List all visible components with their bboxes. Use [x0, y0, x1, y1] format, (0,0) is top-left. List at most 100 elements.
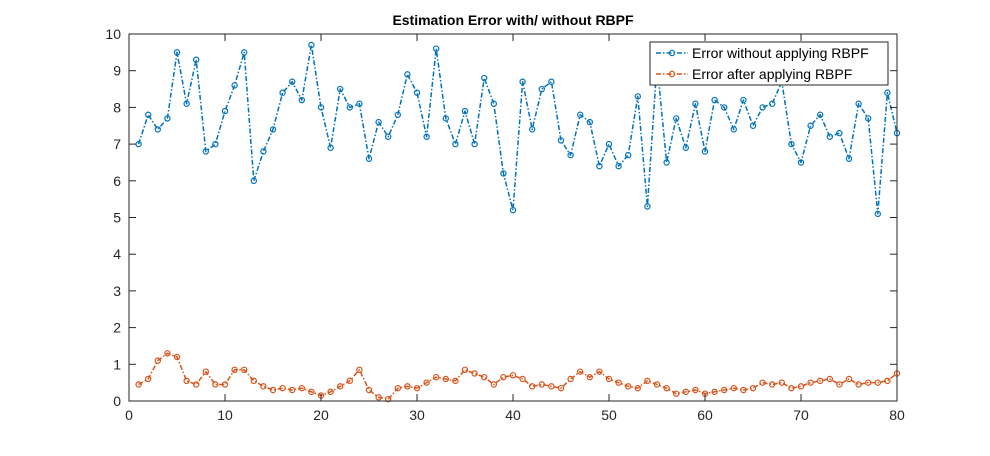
data-point-after-rbpf — [721, 386, 728, 394]
data-point-after-rbpf — [567, 375, 574, 383]
data-point-after-rbpf — [212, 381, 219, 388]
legend-entry-without-rbpf: Error without applying RBPF — [656, 45, 869, 61]
data-point-without-rbpf — [212, 140, 219, 148]
data-point-after-rbpf — [557, 384, 565, 392]
data-point-after-rbpf — [490, 381, 497, 388]
data-point-without-rbpf — [423, 133, 430, 140]
data-point-without-rbpf — [394, 111, 401, 118]
data-point-after-rbpf — [807, 379, 814, 386]
series-without-rbpf — [135, 41, 901, 218]
data-point-after-rbpf — [644, 377, 651, 385]
data-point-after-rbpf — [615, 379, 622, 386]
data-point-after-rbpf — [375, 394, 382, 401]
data-point-without-rbpf — [452, 140, 459, 148]
data-point-without-rbpf — [221, 107, 229, 115]
data-point-without-rbpf — [740, 96, 747, 104]
data-point-without-rbpf — [164, 115, 171, 122]
data-point-after-rbpf — [577, 368, 584, 375]
data-point-without-rbpf — [692, 100, 699, 107]
data-point-without-rbpf — [192, 56, 200, 63]
data-point-after-rbpf — [173, 353, 181, 361]
data-point-without-rbpf — [557, 137, 565, 144]
data-point-after-rbpf — [183, 377, 190, 385]
data-point-without-rbpf — [538, 85, 546, 93]
x-tick-label: 60 — [697, 407, 713, 423]
data-point-without-rbpf — [682, 144, 690, 151]
data-point-without-rbpf — [865, 115, 872, 122]
data-point-after-rbpf — [202, 368, 209, 375]
data-point-after-rbpf — [538, 381, 546, 388]
data-point-after-rbpf — [154, 357, 161, 364]
legend-label-after-rbpf: Error after applying RBPF — [692, 66, 852, 82]
data-point-without-rbpf — [788, 140, 795, 148]
legend: Error without applying RBPF Error after … — [649, 41, 889, 86]
data-point-without-rbpf — [183, 100, 190, 107]
data-point-without-rbpf — [365, 155, 373, 162]
chart-title: Estimation Error with/ without RBPF — [392, 12, 634, 28]
data-point-after-rbpf — [826, 375, 834, 383]
y-tick-label: 5 — [113, 210, 121, 226]
data-point-without-rbpf — [663, 159, 670, 166]
data-point-without-rbpf — [596, 162, 603, 170]
data-point-without-rbpf — [250, 177, 257, 184]
data-point-after-rbpf — [634, 384, 642, 392]
y-tick-label: 0 — [113, 393, 121, 409]
y-tick-label: 10 — [105, 26, 121, 42]
y-tick-label: 3 — [113, 283, 121, 299]
data-point-after-rbpf — [385, 395, 392, 403]
data-point-without-rbpf — [855, 100, 862, 107]
data-point-without-rbpf — [356, 100, 363, 107]
data-point-without-rbpf — [231, 82, 238, 89]
legend-marker-after-rbpf — [668, 70, 676, 78]
data-point-after-rbpf — [519, 375, 526, 383]
data-point-without-rbpf — [144, 111, 152, 118]
data-point-without-rbpf — [308, 41, 315, 49]
data-point-without-rbpf — [289, 78, 296, 85]
data-point-without-rbpf — [490, 100, 497, 107]
data-point-without-rbpf — [701, 148, 709, 155]
data-point-without-rbpf — [269, 126, 277, 133]
data-point-after-rbpf — [308, 388, 315, 396]
data-point-after-rbpf — [192, 381, 200, 388]
x-tick-label: 10 — [217, 407, 233, 423]
data-point-without-rbpf — [711, 96, 718, 104]
data-point-without-rbpf — [625, 151, 632, 159]
y-tick-label: 4 — [113, 246, 121, 262]
data-point-without-rbpf — [826, 133, 834, 140]
data-point-after-rbpf — [730, 384, 738, 392]
data-point-without-rbpf — [797, 159, 805, 166]
data-point-after-rbpf — [817, 377, 824, 385]
data-point-after-rbpf — [596, 368, 603, 375]
data-point-without-rbpf — [567, 151, 574, 159]
y-tick-label: 6 — [113, 173, 121, 189]
data-point-without-rbpf — [721, 104, 728, 111]
data-point-after-rbpf — [759, 379, 766, 386]
data-point-after-rbpf — [365, 386, 373, 394]
plot-frame — [128, 33, 898, 402]
y-tick-label: 1 — [113, 356, 121, 372]
data-point-after-rbpf — [164, 350, 171, 357]
plot-area — [129, 34, 897, 401]
data-point-after-rbpf — [529, 383, 536, 390]
data-point-after-rbpf — [337, 383, 344, 390]
data-point-without-rbpf — [481, 74, 488, 82]
data-point-after-rbpf — [452, 377, 459, 385]
data-point-without-rbpf — [404, 71, 411, 78]
data-point-without-rbpf — [529, 126, 536, 133]
data-point-after-rbpf — [260, 383, 267, 390]
data-point-without-rbpf — [317, 104, 325, 111]
data-point-after-rbpf — [221, 381, 229, 388]
data-point-without-rbpf — [644, 203, 651, 210]
data-point-after-rbpf — [682, 388, 690, 396]
data-point-after-rbpf — [692, 386, 699, 394]
data-point-after-rbpf — [509, 372, 517, 379]
data-point-after-rbpf — [413, 384, 421, 392]
data-point-without-rbpf — [346, 104, 353, 111]
data-point-after-rbpf — [346, 377, 353, 385]
y-tick-label: 7 — [113, 136, 121, 152]
data-point-without-rbpf — [337, 85, 344, 93]
series-line-after-rbpf — [138, 352, 898, 400]
data-point-without-rbpf — [442, 115, 449, 122]
x-tick-label: 40 — [505, 407, 521, 423]
